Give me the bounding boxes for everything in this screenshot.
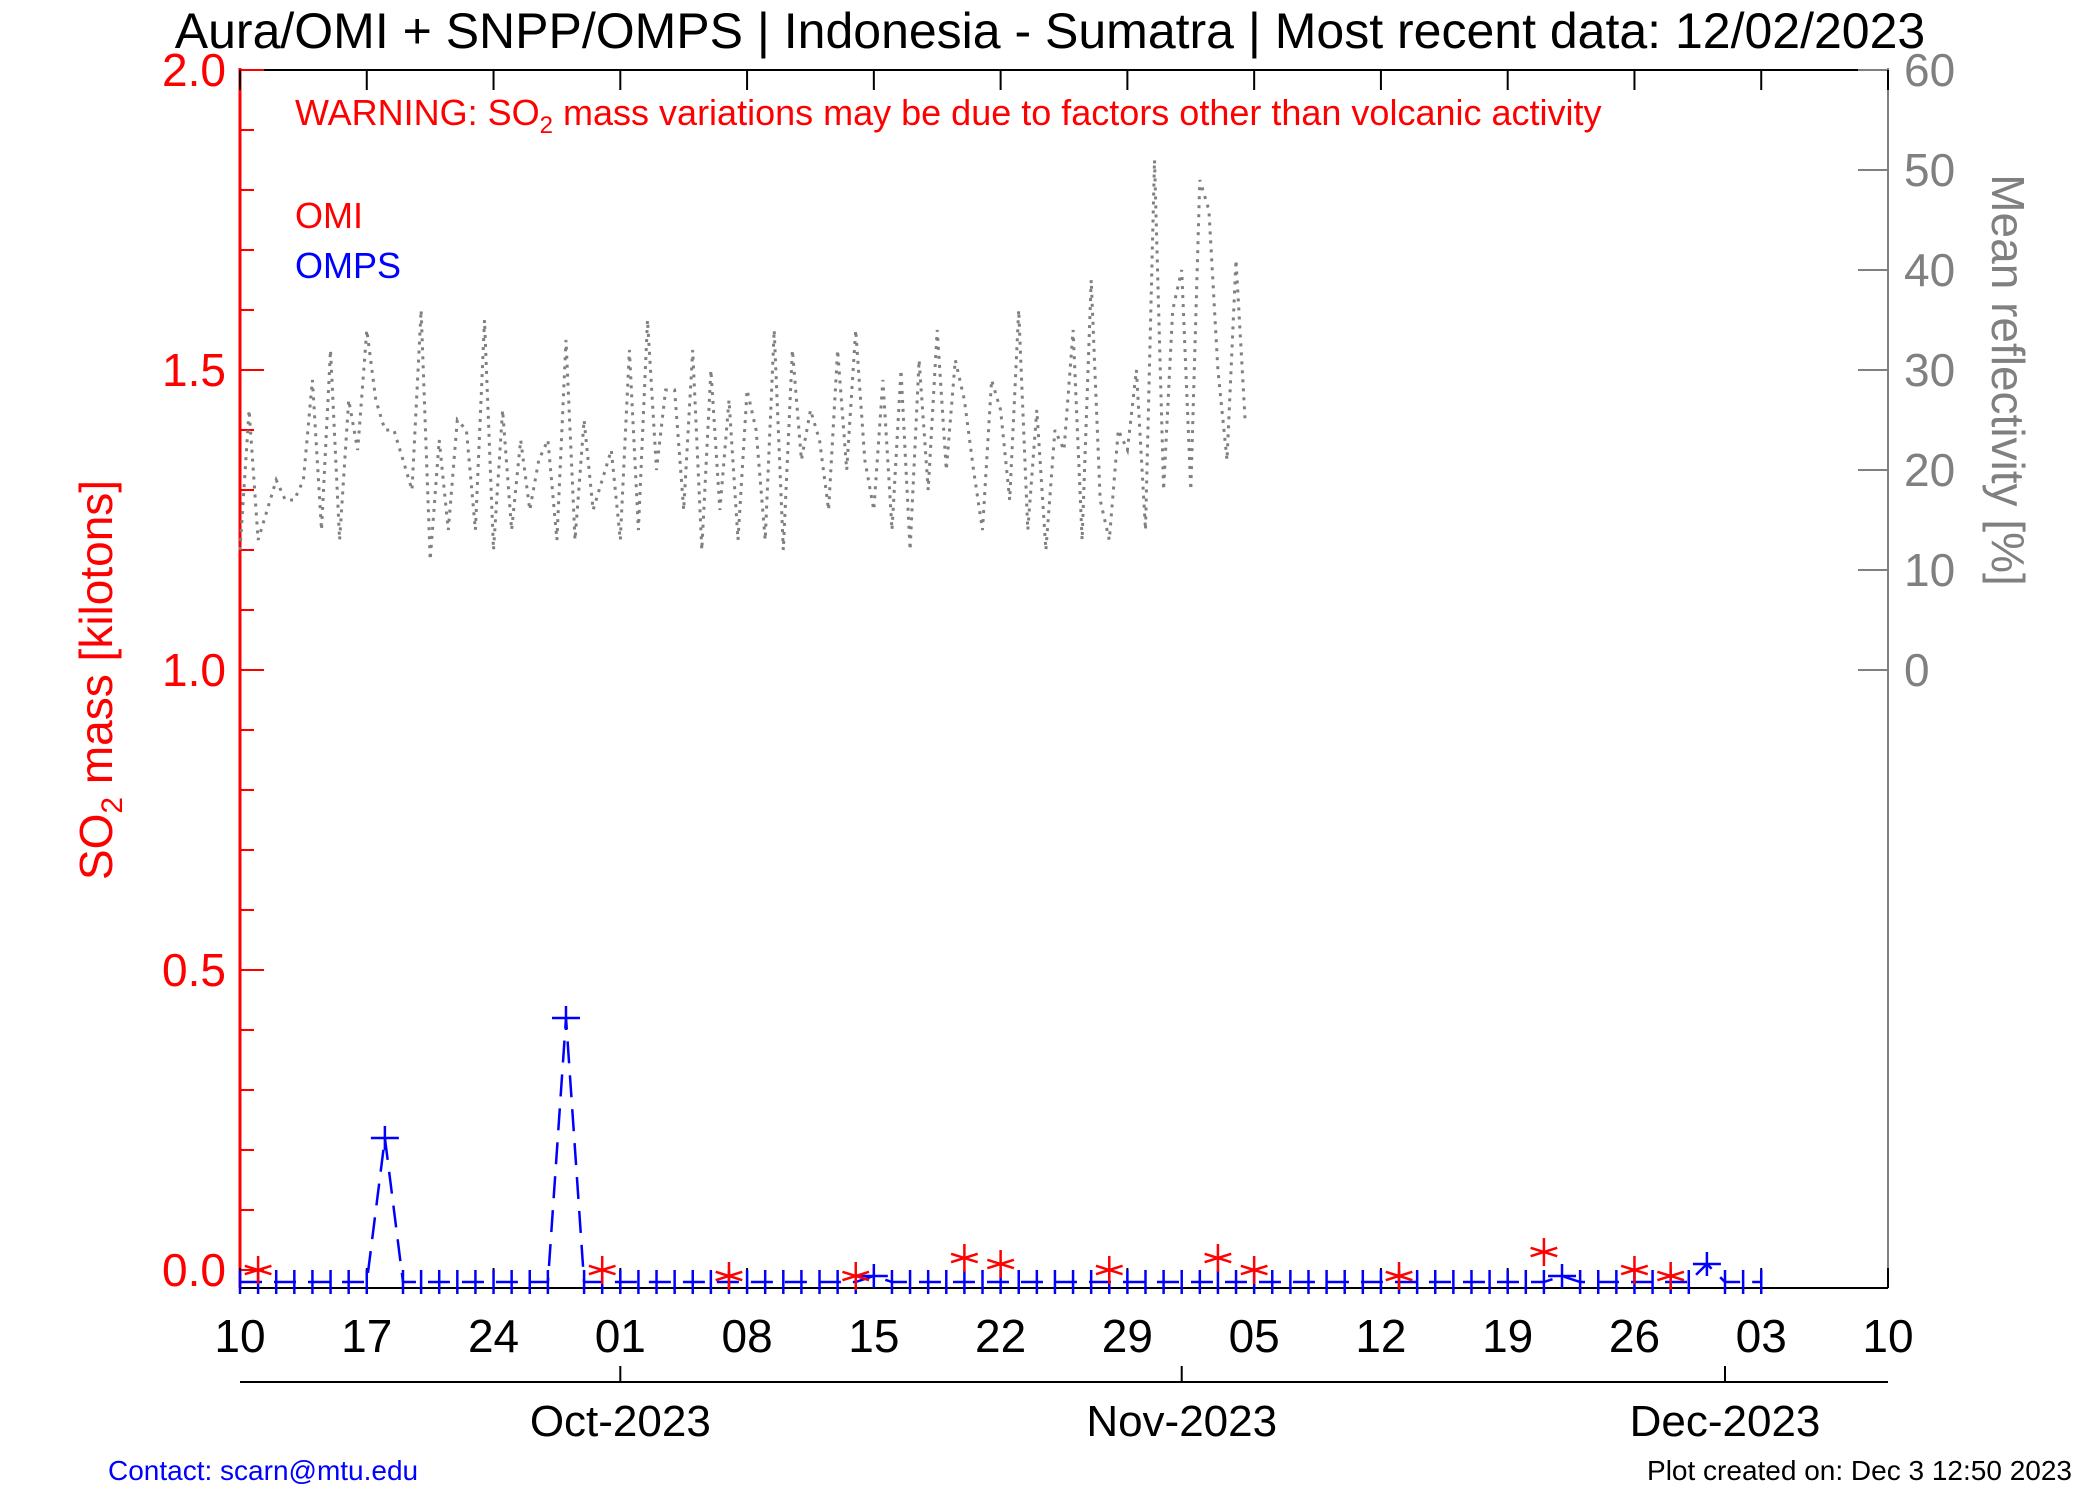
omi-point [588, 1256, 616, 1284]
omi-point [715, 1262, 743, 1290]
reflectivity-series [238, 159, 1247, 561]
x-tick-label: 01 [595, 1310, 646, 1362]
omi-point [1657, 1262, 1685, 1290]
right-tick-label: 20 [1904, 444, 1955, 496]
omi-point-stroke [244, 1264, 272, 1276]
x-tick-label: 05 [1229, 1310, 1280, 1362]
omi-point [986, 1250, 1015, 1278]
x-tick-label: 29 [1102, 1310, 1153, 1362]
warning-suffix: mass variations may be due to factors ot… [553, 92, 1601, 133]
omi-point [1530, 1238, 1558, 1266]
omi-point-stroke [1095, 1264, 1123, 1276]
x-tick-label: 26 [1609, 1310, 1660, 1362]
omi-series [244, 1238, 1685, 1290]
omi-point-stroke [950, 1252, 979, 1264]
omi-point-stroke [1385, 1270, 1413, 1282]
y2-axis-title: Mean reflectivity [%] [1982, 174, 2034, 586]
omi-point [1240, 1256, 1268, 1284]
right-tick-label: 50 [1904, 144, 1955, 196]
legend-omi: OMI [295, 195, 363, 236]
legend-omps: OMPS [295, 245, 401, 286]
omi-point [1620, 1256, 1649, 1284]
x-axis-ticks: 10 17 24 01 08 15 22 29 05 12 19 26 03 10 [214, 70, 1914, 1362]
omi-point-stroke [1204, 1252, 1232, 1264]
x-tick-label: 17 [341, 1310, 392, 1362]
omi-point-stroke [986, 1258, 1015, 1270]
omi-point-stroke [1657, 1270, 1685, 1282]
left-tick-label: 0.5 [162, 944, 226, 996]
x-tick-label: 22 [975, 1310, 1026, 1362]
month-label: Dec-2023 [1630, 1397, 1821, 1446]
x-tick-label: 03 [1736, 1310, 1787, 1362]
right-tick-label: 60 [1904, 44, 1955, 96]
left-tick-label: 1.5 [162, 344, 226, 396]
x-tick-label: 15 [848, 1310, 899, 1362]
right-tick-label: 40 [1904, 244, 1955, 296]
x-tick-label: 24 [468, 1310, 519, 1362]
left-tick-label: 0.0 [162, 1244, 226, 1296]
month-axis: Oct-2023 Nov-2023 Dec-2023 [530, 1366, 1821, 1446]
right-axis-ticks: 0 10 20 30 40 50 60 [1858, 44, 1955, 696]
contact-text[interactable]: Contact: scarn@mtu.edu [108, 1455, 418, 1486]
y-axis-title: SO2 mass [kilotons] [70, 480, 129, 880]
right-tick-label: 0 [1904, 644, 1930, 696]
right-tick-label: 30 [1904, 344, 1955, 396]
omi-point [1385, 1262, 1413, 1290]
created-text: Plot created on: Dec 3 12:50 2023 [1647, 1455, 2072, 1486]
x-tick-label: 12 [1355, 1310, 1406, 1362]
chart-title: Aura/OMI + SNPP/OMPS | Indonesia - Sumat… [175, 3, 1925, 59]
omi-point [842, 1262, 870, 1290]
warning-prefix: WARNING: SO [295, 92, 540, 133]
month-label: Oct-2023 [530, 1397, 711, 1446]
x-tick-label: 10 [214, 1310, 265, 1362]
y-axis-title-suffix: mass [kilotons] [70, 480, 122, 797]
warning-text: WARNING: SO2 mass variations may be due … [295, 92, 1602, 139]
omi-point-stroke [842, 1270, 870, 1282]
omi-point-stroke [1240, 1264, 1268, 1276]
month-label: Nov-2023 [1086, 1397, 1277, 1446]
omi-point [1204, 1244, 1232, 1272]
left-tick-label: 1.0 [162, 644, 226, 696]
omps-line [240, 1017, 1762, 1284]
reflectivity-line [238, 159, 1247, 561]
omi-point [950, 1244, 979, 1272]
x-tick-label: 10 [1862, 1310, 1913, 1362]
x-tick-label: 19 [1482, 1310, 1533, 1362]
omi-point-stroke [588, 1264, 616, 1276]
omi-point-stroke [1620, 1264, 1649, 1276]
left-axis-ticks: 0.0 0.5 1.0 1.5 2.0 [162, 44, 264, 1296]
y-axis-title-sub: 2 [96, 797, 129, 814]
left-tick-label: 2.0 [162, 44, 226, 96]
warning-sub: 2 [540, 112, 553, 139]
omi-point-stroke [1530, 1246, 1558, 1258]
omi-point-stroke [715, 1270, 743, 1282]
omi-point [1095, 1256, 1123, 1284]
x-tick-label: 08 [721, 1310, 772, 1362]
y-axis-title-prefix: SO [70, 814, 122, 880]
right-tick-label: 10 [1904, 544, 1955, 596]
omi-point [244, 1256, 272, 1284]
